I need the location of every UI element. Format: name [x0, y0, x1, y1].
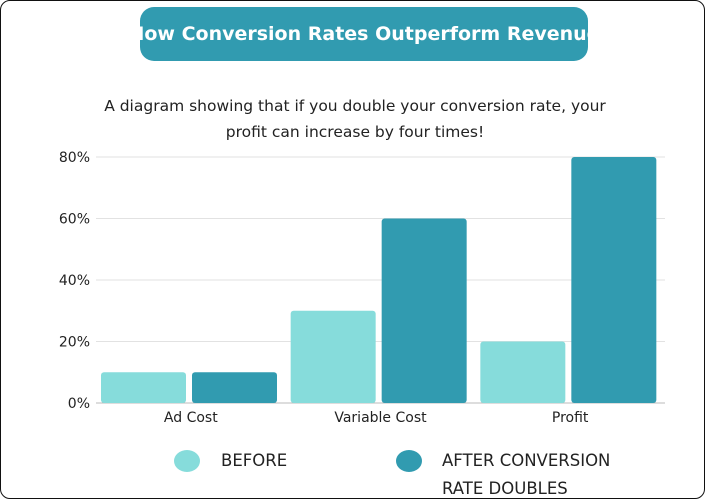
- legend-label-before: BEFORE: [221, 451, 288, 470]
- bar-after: [192, 372, 277, 403]
- y-tick-label: 60%: [59, 212, 90, 228]
- y-tick-label: 0%: [68, 396, 90, 412]
- bar-after: [381, 218, 467, 403]
- legend-swatch-after: [396, 450, 422, 472]
- legend-swatch-before: [174, 450, 200, 472]
- bar-after: [571, 157, 657, 403]
- legend-label-after: AFTER CONVERSION RATE DOUBLES: [442, 451, 611, 498]
- y-tick-label: 40%: [59, 273, 90, 289]
- bar-before: [480, 341, 566, 403]
- x-tick-label: Variable Cost: [334, 410, 427, 426]
- y-tick-label: 20%: [59, 335, 90, 351]
- chart-subtitle: A diagram showing that if you double you…: [104, 97, 606, 141]
- x-tick-label: Ad Cost: [164, 410, 218, 426]
- y-tick-label: 80%: [59, 150, 90, 166]
- bar-before: [101, 372, 186, 403]
- bar-before: [290, 310, 376, 403]
- x-tick-label: Profit: [552, 410, 589, 426]
- chart-title: How Conversion Rates Outperform Revenue: [128, 7, 600, 61]
